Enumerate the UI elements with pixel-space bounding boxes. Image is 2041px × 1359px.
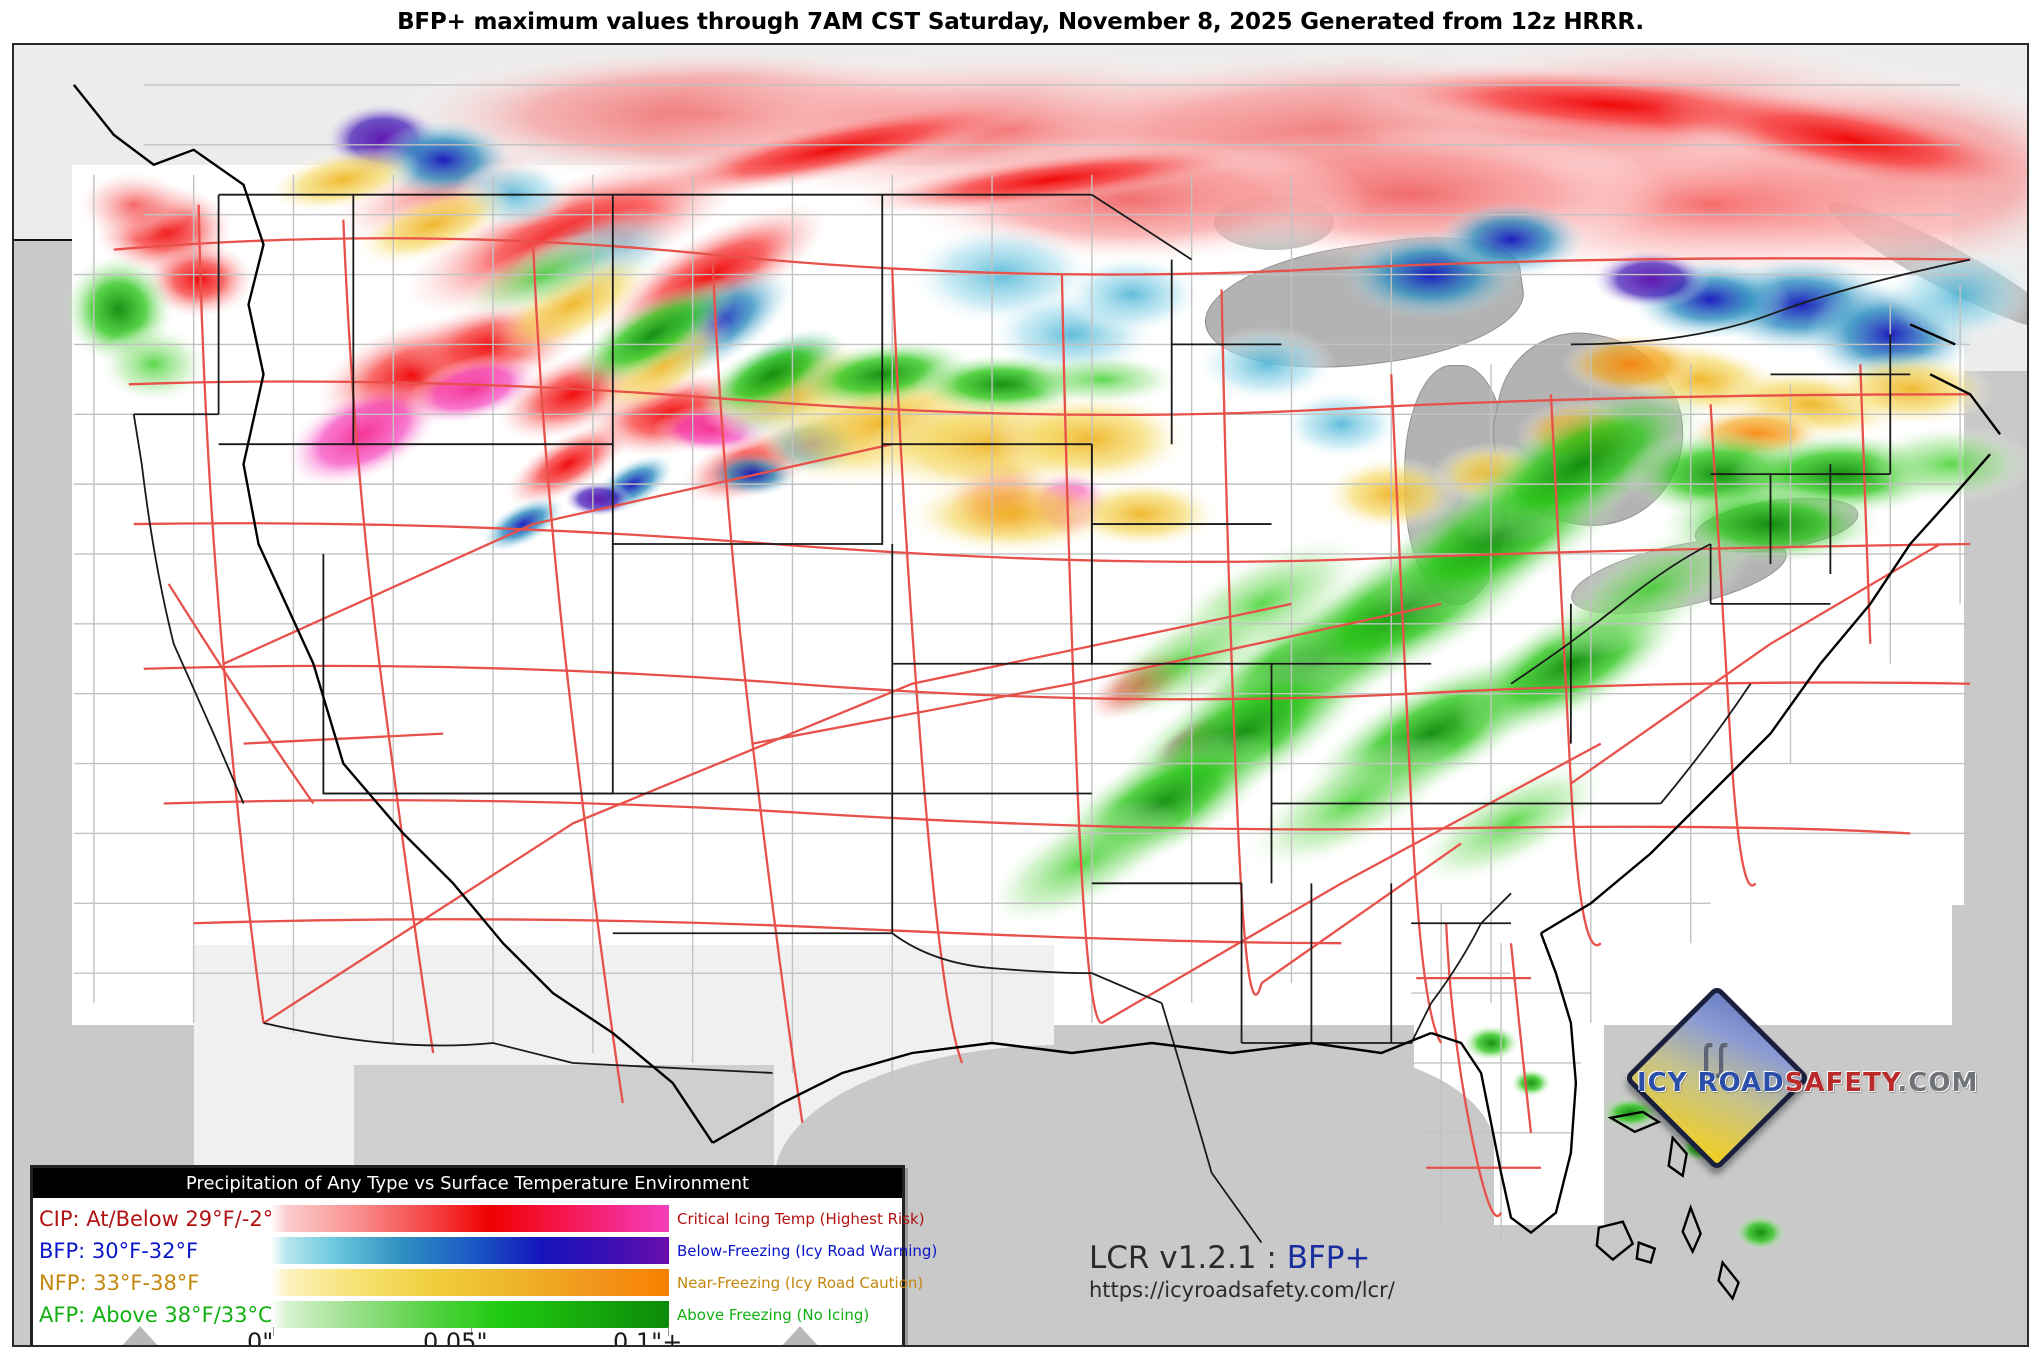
political-borders-layer: [132, 193, 1971, 1244]
logo-part-com: .COM: [1897, 1068, 1979, 1098]
legend-row-nfp: NFP: 33°F-38°F Near-Freezing (Icy Road C…: [33, 1268, 923, 1297]
legend-panel: Precipitation of Any Type vs Surface Tem…: [30, 1165, 937, 1347]
page-title: BFP+ maximum values through 7AM CST Satu…: [397, 8, 1644, 35]
map-canvas[interactable]: ʃʃ ICY ROADSAFETY.COM LCR v1.2.1 : BFP+ …: [12, 43, 2029, 1347]
interstate-highways-layer: [113, 204, 1971, 1218]
legend-nfp-desc: Near-Freezing (Icy Road Caution): [677, 1273, 924, 1292]
legend-colorbar-cip: [271, 1205, 669, 1232]
icyroadsafety-logo[interactable]: ʃʃ ICY ROADSAFETY.COM: [1623, 984, 1977, 1172]
legend-body: CIP: At/Below 29°F/-2°C Critical Icing T…: [33, 1198, 937, 1347]
logo-part-icyroad: ICY ROAD: [1637, 1068, 1785, 1098]
version-label: LCR v1.2.1 :: [1089, 1240, 1287, 1276]
legend-row-afp: AFP: Above 38°F/33°C Above Freezing (No …: [33, 1300, 902, 1329]
legend-cip-desc: Critical Icing Temp (Highest Risk): [677, 1209, 925, 1228]
legend-afp-temp: AFP: Above 38°F/33°C: [39, 1302, 273, 1327]
scale-label-005: 0.05": [423, 1328, 488, 1347]
version-block: LCR v1.2.1 : BFP+ https://icyroadsafety.…: [1089, 1240, 1395, 1302]
source-url[interactable]: https://icyroadsafety.com/lcr/: [1089, 1278, 1395, 1302]
surface-temperature-arrow-icon: [121, 1326, 159, 1345]
steam-icon: ʃʃ: [1702, 1037, 1732, 1079]
legend-bfp-desc: Below-Freezing (Icy Road Warning): [677, 1241, 938, 1260]
legend-row-bfp: BFP: 30°F-32°F Below-Freezing (Icy Road …: [33, 1236, 937, 1265]
legend-afp-desc: Above Freezing (No Icing): [677, 1305, 870, 1324]
colorbar-tick-0: [273, 1327, 274, 1336]
legend-bfp-temp: BFP: 30°F-32°F: [39, 1238, 199, 1263]
logo-wordmark: ICY ROADSAFETY.COM: [1637, 1068, 1977, 1098]
scale-label-0: 0": [247, 1328, 274, 1347]
scale-label-01: 0.1"+: [613, 1328, 683, 1347]
legend-nfp-temp: NFP: 33°F-38°F: [39, 1270, 200, 1295]
legend-colorbar-afp: [271, 1301, 669, 1328]
legend-cip-temp: CIP: At/Below 29°F/-2°C: [39, 1206, 288, 1231]
version-line: LCR v1.2.1 : BFP+: [1089, 1240, 1395, 1276]
logo-part-safety: SAFETY: [1784, 1068, 1898, 1098]
colorbar-tick-1: [471, 1327, 472, 1336]
coastline-layer: [72, 84, 2001, 1301]
colorbar-tick-2: [668, 1327, 669, 1336]
legend-colorbar-bfp: [271, 1237, 669, 1264]
level-of-risk-arrow-icon: [781, 1326, 819, 1345]
product-name: BFP+: [1286, 1240, 1371, 1276]
legend-row-cip: CIP: At/Below 29°F/-2°C Critical Icing T…: [33, 1204, 925, 1233]
legend-colorbar-nfp: [271, 1269, 669, 1296]
legend-title: Precipitation of Any Type vs Surface Tem…: [33, 1168, 902, 1198]
secondary-roads-layer: [73, 84, 1971, 1243]
